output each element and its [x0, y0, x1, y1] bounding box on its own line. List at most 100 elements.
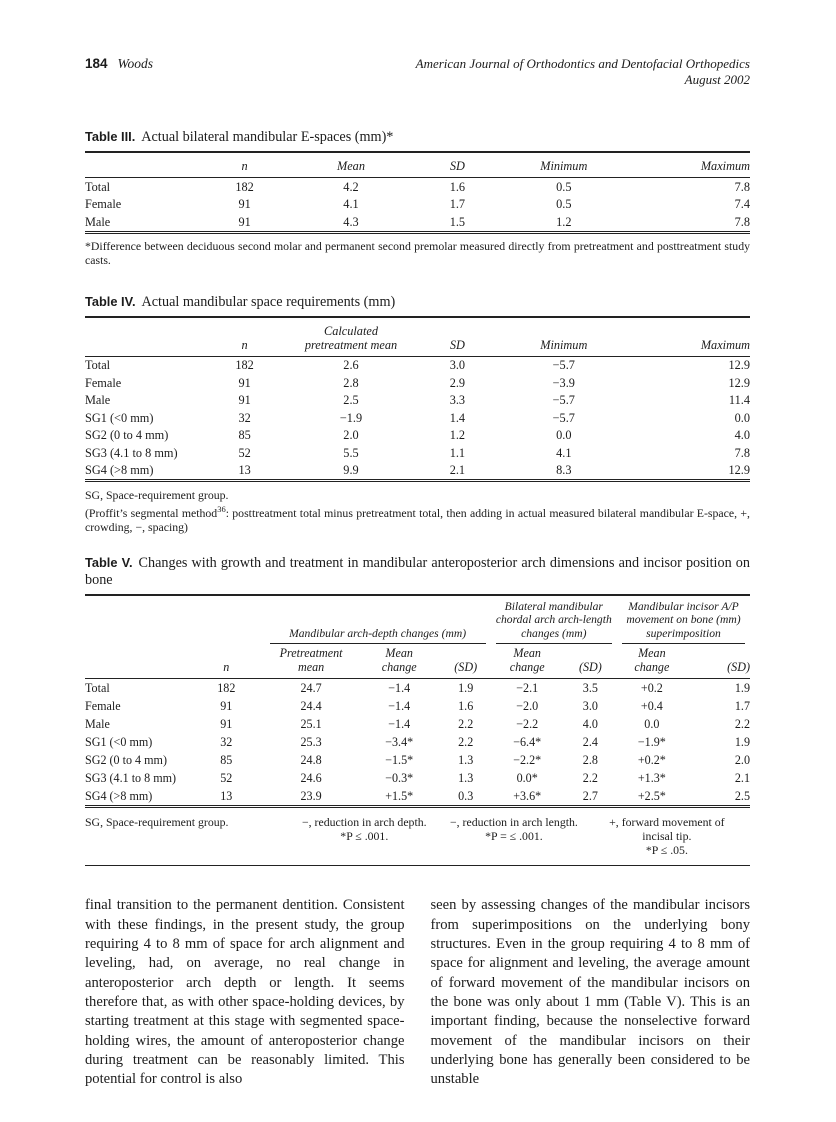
column-header: SD — [417, 316, 498, 357]
group-header-spacer — [85, 595, 265, 645]
table-cell: 1.7 — [734, 698, 750, 713]
table-cell: 1.4 — [449, 410, 466, 425]
running-head-right: American Journal of Orthodontics and Den… — [416, 56, 750, 88]
table-cell: Male — [85, 214, 111, 229]
table-cell: 91 — [220, 716, 233, 731]
table-cell: 85 — [238, 428, 251, 442]
table-cell: 24.8 — [300, 752, 322, 767]
table-cell: −1.9* — [637, 734, 666, 749]
table-cell: 11.4 — [728, 393, 750, 407]
footnote-text: +, forward movement of incisal tip. — [609, 815, 725, 844]
table4-caption: Table IV. Actual mandibular space require… — [85, 293, 750, 311]
table-cell: 7.4 — [734, 197, 750, 211]
table3-header-row: n Mean SD Minimum Maximum — [85, 152, 750, 178]
table-row: Female 91 24.4 −1.4 1.6 −2.0 3.0 +0.4 1.7 — [85, 697, 750, 715]
column-header: SD — [417, 152, 498, 178]
body-column-right: seen by assessing changes of the mandibu… — [430, 897, 751, 1088]
table-cell: 91 — [238, 393, 251, 407]
table3-body: Total 182 4.2 1.6 0.5 7.8 Female 91 4.1 1.7 0.5 7.4… — [85, 178, 750, 233]
column-header: Mean — [284, 152, 418, 178]
table-cell: −5.7 — [552, 393, 575, 407]
footnote-text: −, reduction in arch depth. — [302, 815, 427, 830]
table-cell: −6.4* — [513, 734, 542, 749]
issue-date: August 2002 — [684, 72, 750, 87]
running-head: 184 Woods American Journal of Orthodontic… — [85, 56, 750, 88]
column-header: n — [204, 316, 285, 357]
footnote-text: *P ≤ .05. — [645, 843, 688, 858]
table-cell: 3.3 — [449, 393, 466, 407]
table5-footnote-arch-depth: −, reduction in arch depth. *P ≤ .001. — [285, 815, 445, 857]
table-row: Male 91 2.5 3.3 −5.7 11.4 — [85, 392, 750, 410]
table3-title: Actual bilateral mandibular E-spaces (mm… — [141, 129, 394, 145]
table-cell: 24.7 — [300, 680, 322, 695]
table-row: SG2 (0 to 4 mm) 85 24.8 −1.5* 1.3 −2.2* 2.8 +0.… — [85, 751, 750, 769]
table-cell: 3.0 — [582, 698, 598, 713]
table-cell: 2.1 — [449, 463, 466, 477]
table-cell: 1.2 — [556, 214, 572, 229]
table-cell: 1.9 — [734, 734, 750, 749]
column-header: (SD) — [686, 644, 750, 680]
table-cell: 1.9 — [734, 680, 750, 695]
group-header-arch-depth: Mandibular arch-depth changes (mm) — [265, 595, 491, 645]
table-cell: Female — [85, 375, 122, 390]
table-cell: 1.5 — [449, 214, 466, 229]
footnote-text: (Proffit’s segmental method — [85, 505, 218, 520]
table-cell: −5.7 — [552, 358, 575, 372]
column-header: (SD) — [440, 644, 491, 680]
column-header: Maximum — [630, 316, 750, 357]
table-cell: 52 — [220, 770, 233, 785]
table-cell: 2.1 — [734, 770, 750, 785]
table-cell: 1.3 — [458, 770, 474, 785]
table-cell: 0.5 — [556, 179, 572, 194]
table5-title: Changes with growth and treatment in man… — [85, 554, 750, 588]
table-cell: 2.8 — [582, 752, 598, 767]
table-cell: −2.0 — [516, 698, 539, 713]
table-cell: 3.0 — [449, 358, 466, 372]
table-cell: 182 — [235, 358, 254, 372]
table-cell: +0.4 — [640, 698, 663, 713]
column-header: Mean change — [616, 644, 687, 680]
table-cell: −1.4 — [388, 680, 411, 695]
table4-footnote-2: (Proffit’s segmental method36: posttreat… — [85, 502, 750, 534]
table-cell: 9.9 — [343, 463, 359, 477]
table-cell: 25.1 — [300, 716, 322, 731]
table3-caption: Table III. Actual bilateral mandibular E-… — [85, 128, 750, 146]
table-cell: −1.5* — [385, 752, 414, 767]
table-cell: Total — [85, 680, 110, 695]
footnote-text: *P = ≤ .001. — [485, 829, 543, 844]
table-cell: 1.2 — [449, 428, 466, 442]
table-cell: 32 — [220, 734, 233, 749]
table-cell: 2.4 — [582, 734, 598, 749]
table4-header-row: n Calculated pretreatment mean SD Minimu… — [85, 316, 750, 357]
table-cell: 0.0* — [516, 770, 538, 785]
table-cell: 0.0 — [644, 716, 660, 731]
table-cell: 1.9 — [458, 680, 474, 695]
footnote-text: −, reduction in arch length. — [449, 815, 578, 830]
table5-footnote-incisal: +, forward movement of incisal tip. *P ≤… — [584, 815, 750, 857]
page-number: 184 — [85, 56, 108, 71]
column-header — [85, 152, 205, 178]
table-cell: 2.7 — [582, 788, 598, 803]
table-cell: 24.4 — [300, 698, 322, 713]
table-row: Male 91 4.3 1.5 1.2 7.8 — [85, 213, 750, 232]
table-cell: +0.2 — [640, 680, 663, 695]
table-cell: 2.2 — [734, 716, 750, 731]
table5-caption: Table V. Changes with growth and treatmen… — [85, 554, 750, 589]
table-cell: SG3 (4.1 to 8 mm) — [85, 445, 178, 460]
table-row: Female 91 2.8 2.9 −3.9 12.9 — [85, 374, 750, 392]
table-cell: 7.8 — [734, 214, 750, 229]
table-cell: 2.0 — [734, 752, 750, 767]
table-cell: SG3 (4.1 to 8 mm) — [85, 770, 177, 785]
table-cell: 2.5 — [343, 393, 359, 407]
table-cell: +2.5* — [637, 788, 666, 803]
table-cell: 25.3 — [300, 734, 322, 749]
column-header — [85, 316, 205, 357]
table-v: Mandibular arch-depth changes (mm) Bilat… — [85, 593, 750, 809]
table-cell: −1.4 — [388, 716, 411, 731]
table-cell: 91 — [238, 214, 251, 229]
table-cell: 2.9 — [449, 375, 466, 390]
table-cell: 1.6 — [449, 179, 466, 194]
journal-title: American Journal of Orthodontics and Den… — [415, 56, 750, 71]
table4-title: Actual mandibular space requirements (mm… — [141, 293, 396, 310]
table-cell: SG4 (>8 mm) — [85, 788, 153, 803]
